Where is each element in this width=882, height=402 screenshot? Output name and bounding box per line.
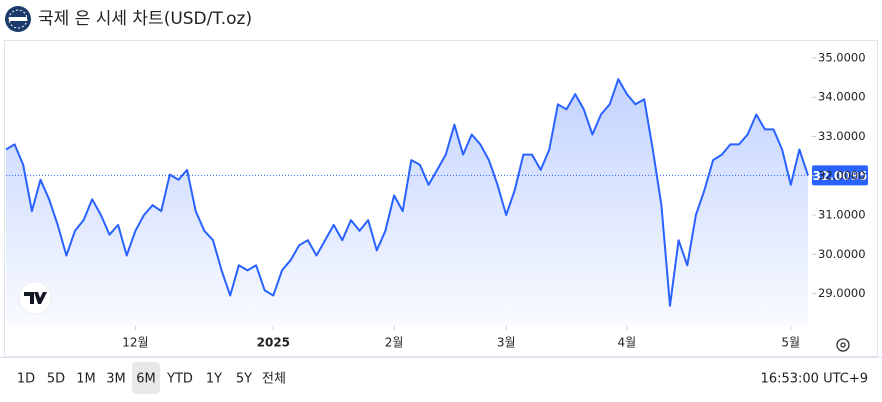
range-button[interactable]: 5Y bbox=[236, 372, 252, 387]
x-tick-label: 3월 bbox=[497, 336, 516, 350]
y-tick-label: 35.0000 bbox=[818, 50, 866, 64]
logo bbox=[5, 6, 31, 32]
toolbar: 1D 5D 1M 3M 6M YTD 1Y 5Y 전체 bbox=[17, 362, 286, 394]
settings-icon[interactable] bbox=[836, 338, 850, 352]
tv-logo bbox=[18, 281, 52, 315]
x-tick-label: 2025 bbox=[257, 336, 290, 350]
range-button[interactable]: 전체 bbox=[262, 372, 286, 387]
range-button[interactable]: 5D bbox=[47, 372, 65, 387]
last-price-label: 32.0095 bbox=[813, 169, 868, 183]
area-fill bbox=[6, 79, 808, 325]
clock: 16:53:00 UTC+9 bbox=[761, 372, 868, 387]
range-button[interactable]: 1M bbox=[76, 372, 96, 387]
range-button[interactable]: 3M bbox=[106, 372, 126, 387]
chart-frame bbox=[4, 40, 878, 357]
last-price-box bbox=[812, 165, 868, 186]
y-tick-label: 31.0000 bbox=[818, 208, 866, 222]
x-tick-label: 12월 bbox=[122, 336, 148, 350]
range-button[interactable]: 1Y bbox=[206, 372, 222, 387]
chart-title: 국제 은 시세 차트(USD/T.oz) bbox=[38, 9, 252, 29]
x-tick-label: 2월 bbox=[385, 336, 404, 350]
range-button[interactable]: 1D bbox=[17, 372, 35, 387]
range-button[interactable]: YTD bbox=[166, 372, 193, 387]
x-tick-label: 5월 bbox=[781, 336, 800, 350]
y-tick-label: 32.0000 bbox=[818, 168, 866, 182]
range-button[interactable]: 6M bbox=[136, 372, 156, 387]
y-tick-label: 34.0000 bbox=[818, 90, 866, 104]
price-line bbox=[5, 78, 809, 307]
range-selected-bg bbox=[132, 362, 160, 394]
x-tick-label: 4월 bbox=[618, 336, 637, 350]
y-tick-label: 29.0000 bbox=[818, 286, 866, 300]
y-tick-label: 30.0000 bbox=[818, 247, 866, 261]
y-tick-label: 33.0000 bbox=[818, 129, 866, 143]
